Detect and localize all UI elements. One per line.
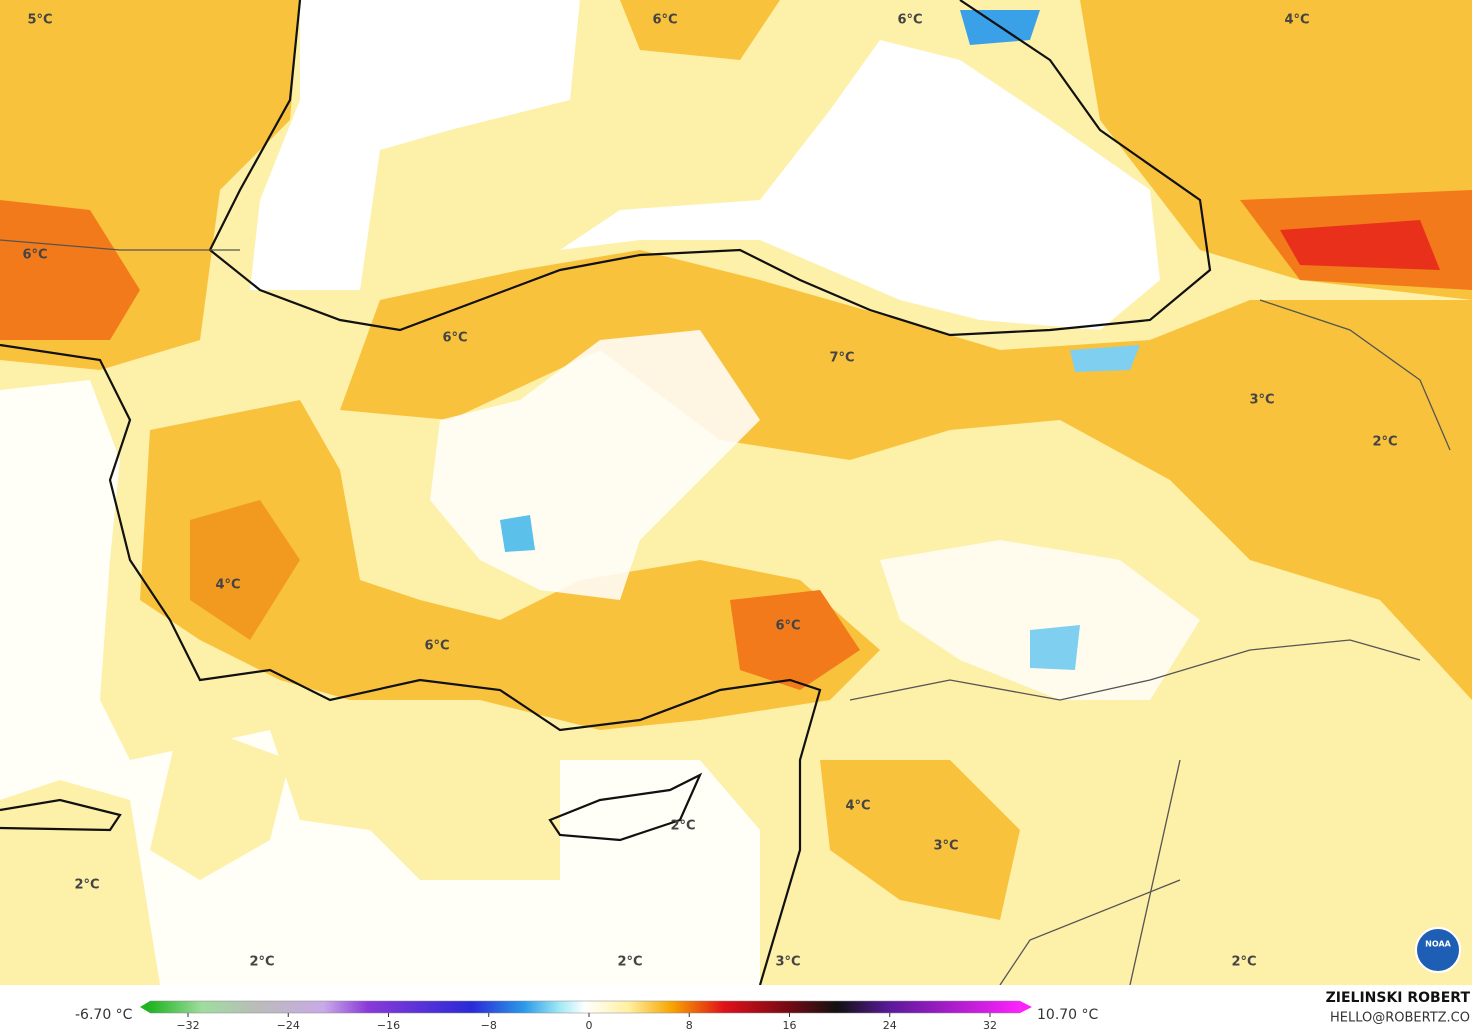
temperature-label: 2°C [617,955,642,970]
colorbar-max: 10.70 °C [1037,1007,1099,1023]
hot-area [0,200,140,340]
cold-spot [1070,345,1140,372]
hottest-area [1280,220,1440,270]
sea [560,40,1160,330]
cold-spot [500,515,535,552]
logo-text: NOAA [1425,940,1451,949]
coastline [0,343,822,986]
coastline [208,0,1212,337]
warm-area [620,0,780,60]
coastline [0,798,122,832]
temperature-label: 2°C [74,878,99,893]
temperature-label: 6°C [442,331,467,346]
colorbar-tick-label: 8 [686,1019,693,1032]
cold-spot [1030,625,1080,670]
border [849,639,1421,701]
temperature-label: 4°C [845,799,870,814]
temperature-label: 6°C [775,619,800,634]
colorbar-min: -6.70 °C [75,1007,133,1023]
cool-area [880,540,1200,700]
border [1259,299,1451,451]
temperature-label: 7°C [829,351,854,366]
colorbar-tick-label: 0 [586,1019,593,1032]
map-area [0,0,1472,986]
temperature-label: 6°C [22,248,47,263]
colorbar [149,1000,1021,1014]
land [0,780,160,985]
temperature-label: 6°C [897,13,922,28]
temperature-label: 3°C [775,955,800,970]
credit-email: HELLO@ROBERTZ.CO [1330,1011,1470,1026]
coastline [548,772,703,842]
temperature-label: 6°C [652,13,677,28]
border [0,239,240,251]
land [150,720,290,880]
warm-area [820,760,1020,920]
warm-area [140,400,880,730]
temperature-label: 2°C [249,955,274,970]
hot-area [190,500,300,640]
border [999,879,1181,986]
temperature-label: 5°C [27,13,52,28]
colorbar-tick-label: −32 [176,1019,199,1032]
hot-area [730,590,860,690]
temperature-label: 3°C [1249,393,1274,408]
colorbar-tick-label: −24 [277,1019,300,1032]
colorbar-tick-label: 16 [783,1019,797,1032]
temperature-label: 2°C [670,819,695,834]
temperature-label: 3°C [933,839,958,854]
logo [1415,927,1461,973]
colorbar-arrow-high [1020,1001,1032,1013]
temperature-label: 4°C [1284,13,1309,28]
colorbar-tick-label: −8 [481,1019,497,1032]
border [1129,759,1181,986]
colorbar-tick-label: −16 [377,1019,400,1032]
colorbar-arrow-low [140,1001,150,1013]
credit-name: ZIELINSKI ROBERT [1326,990,1471,1006]
sea [250,0,580,290]
colorbar-tick-label: 24 [883,1019,897,1032]
colorbar-tick-label: 32 [983,1019,997,1032]
temperature-label: 6°C [424,639,449,654]
temperature-label: 2°C [1231,955,1256,970]
temperature-label: 4°C [215,578,240,593]
temperature-label: 2°C [1372,435,1397,450]
